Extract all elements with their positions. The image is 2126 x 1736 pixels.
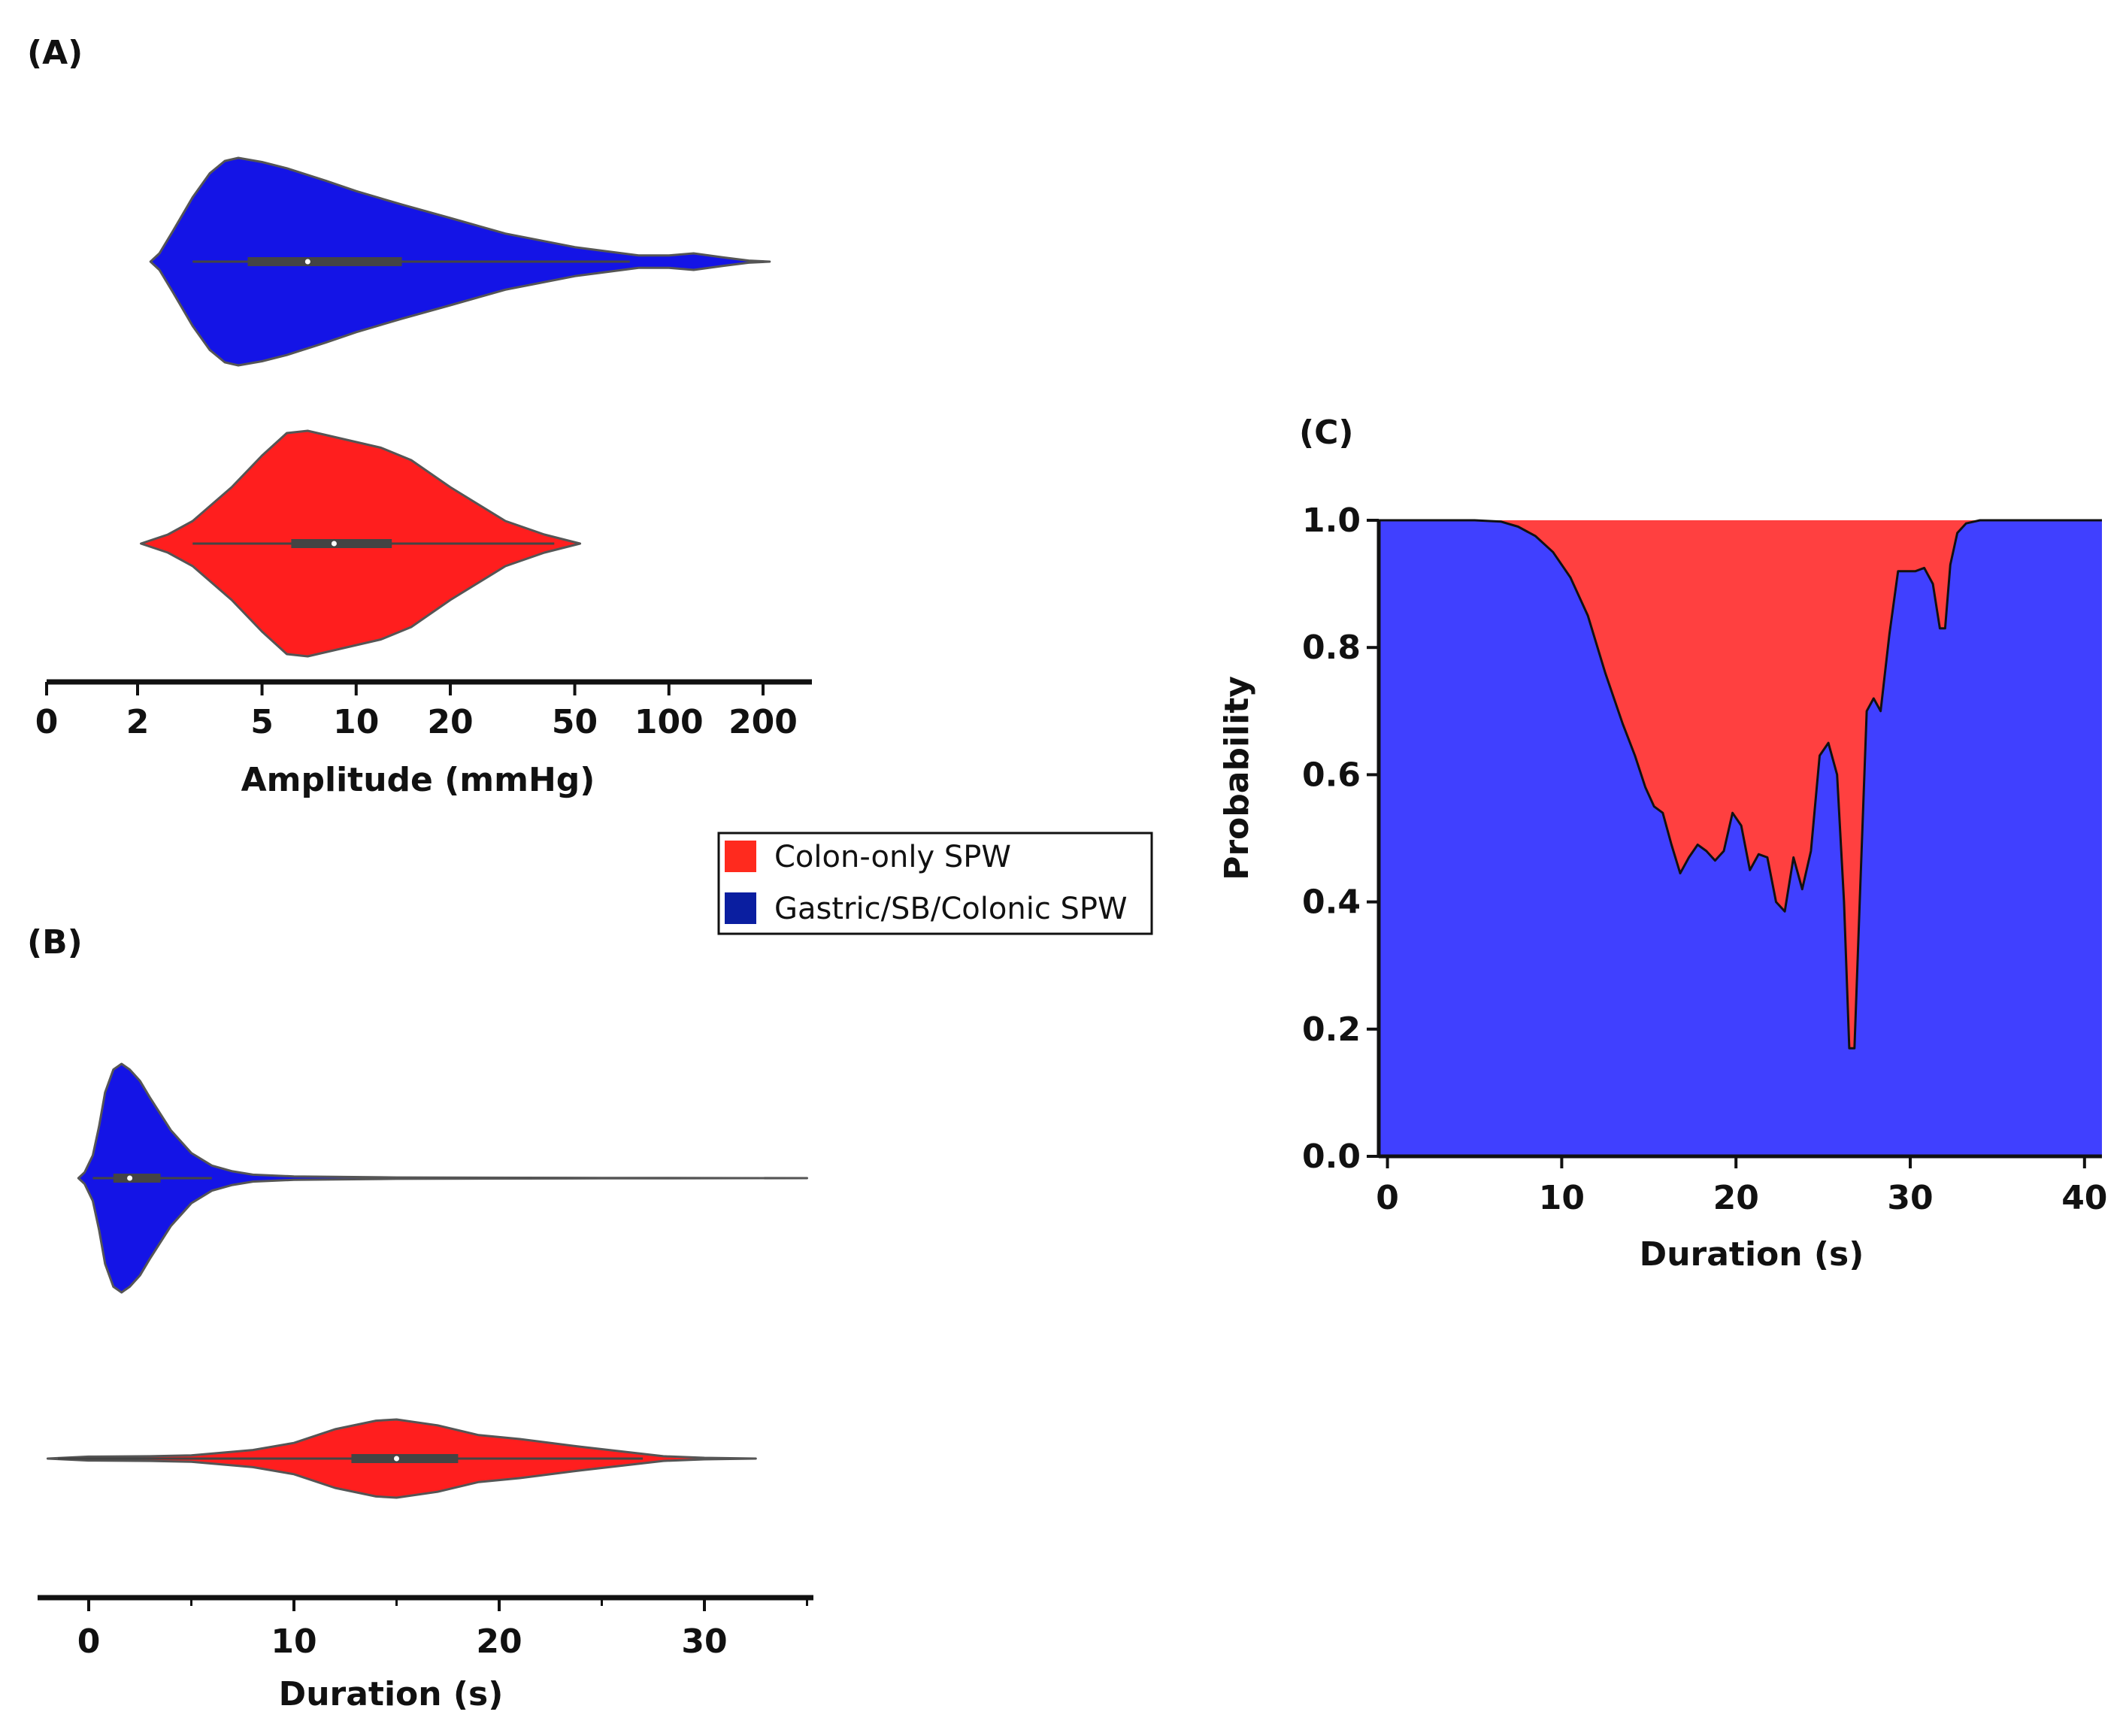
panel-b-x-tick-label-30: 30 bbox=[681, 1622, 727, 1661]
panel-a-x-tick-label-100: 100 bbox=[634, 703, 704, 741]
legend: Colon-only SPW Gastric/SB/Colonic SPW bbox=[717, 832, 1153, 935]
panel-a-median-dot-colon-only bbox=[331, 541, 337, 547]
panel-c-area-gastric bbox=[1379, 520, 2102, 1156]
panel-b-x-tick-label-0: 0 bbox=[77, 1622, 101, 1661]
panel-b-median-dot-gastric bbox=[127, 1175, 133, 1181]
panel-c-stacked-area-chart: 0.0 0.2 0.4 0.6 0.8 1.0 0 10 20 30 40 Duration (s)… bbox=[1218, 501, 2107, 1274]
legend-label-gastric: Gastric/SB/Colonic SPW bbox=[774, 892, 1128, 926]
panel-b-x-tick-label-20: 20 bbox=[476, 1622, 522, 1661]
panel-a-x-tick-label-5: 5 bbox=[250, 703, 274, 741]
panel-a-violins bbox=[140, 156, 771, 658]
legend-swatch-colon-only bbox=[725, 841, 756, 872]
panel-b-iqr-box-colon-only bbox=[351, 1454, 459, 1463]
panel-a-violin-chart: 0 2 5 10 20 50 100 200 Amplitude (mmHg) bbox=[35, 156, 812, 799]
panel-a-iqr-box-colon-only bbox=[291, 539, 392, 548]
panel-c-y-tick-label-0.4: 0.4 bbox=[1302, 883, 1361, 922]
panel-c-x-tick-label-0: 0 bbox=[1376, 1179, 1399, 1217]
panel-a-x-axis-title: Amplitude (mmHg) bbox=[241, 761, 595, 799]
panel-c-y-tick-label-1.0: 1.0 bbox=[1302, 501, 1361, 540]
panel-b-x-tick-label-10: 10 bbox=[271, 1622, 316, 1661]
panel-b-x-ticks: 0 10 20 30 bbox=[77, 1598, 808, 1661]
panel-c-x-tick-label-30: 30 bbox=[1887, 1179, 1933, 1217]
panel-c-y-tick-label-0.2: 0.2 bbox=[1302, 1010, 1361, 1049]
panel-a-x-tick-label-20: 20 bbox=[427, 703, 473, 741]
panel-c-y-tick-label-0.0: 0.0 bbox=[1302, 1138, 1361, 1176]
panel-b-label: (B) bbox=[27, 923, 83, 962]
panel-a-x-tick-label-2: 2 bbox=[126, 703, 150, 741]
legend-swatch-gastric bbox=[725, 892, 756, 924]
panel-b-iqr-box-gastric bbox=[113, 1174, 161, 1183]
panel-b-x-axis-title: Duration (s) bbox=[279, 1675, 504, 1713]
panel-a-x-tick-label-50: 50 bbox=[552, 703, 598, 741]
panel-c-y-tick-label-0.8: 0.8 bbox=[1302, 629, 1361, 667]
panel-c-y-tick-label-0.6: 0.6 bbox=[1302, 756, 1361, 794]
panel-a-iqr-box-gastric bbox=[247, 257, 402, 266]
panel-b-median-dot-colon-only bbox=[394, 1456, 399, 1462]
panel-b-violin-chart: 0 10 20 30 Duration (s) bbox=[38, 1062, 813, 1713]
panel-c-areas bbox=[1379, 519, 2102, 1156]
panel-a-median-dot-gastric bbox=[304, 259, 310, 265]
panel-c-axes: 0.0 0.2 0.4 0.6 0.8 1.0 0 10 20 30 40 bbox=[1302, 501, 2107, 1217]
panel-c-x-tick-label-10: 10 bbox=[1539, 1179, 1585, 1217]
panel-a-x-ticks: 0 2 5 10 20 50 100 200 bbox=[35, 682, 798, 741]
panel-c-x-tick-label-40: 40 bbox=[2061, 1179, 2107, 1217]
panel-c-boundary-line bbox=[1379, 519, 2102, 1050]
panel-a-x-tick-label-200: 200 bbox=[728, 703, 798, 741]
panel-c-x-axis-title: Duration (s) bbox=[1640, 1235, 1864, 1274]
panel-a-x-tick-label-10: 10 bbox=[333, 703, 379, 741]
panel-a-label: (A) bbox=[27, 34, 83, 72]
panel-b-violin-gastric bbox=[77, 1062, 808, 1294]
panel-a-x-tick-label-0: 0 bbox=[35, 703, 59, 741]
legend-box bbox=[717, 832, 1153, 935]
panel-c-y-axis-title: Probability bbox=[1218, 676, 1256, 880]
panel-c-x-tick-label-20: 20 bbox=[1713, 1179, 1759, 1217]
panel-b-violins bbox=[46, 1062, 808, 1499]
panel-c-label: (C) bbox=[1299, 414, 1354, 452]
legend-label-colon-only: Colon-only SPW bbox=[774, 840, 1011, 874]
